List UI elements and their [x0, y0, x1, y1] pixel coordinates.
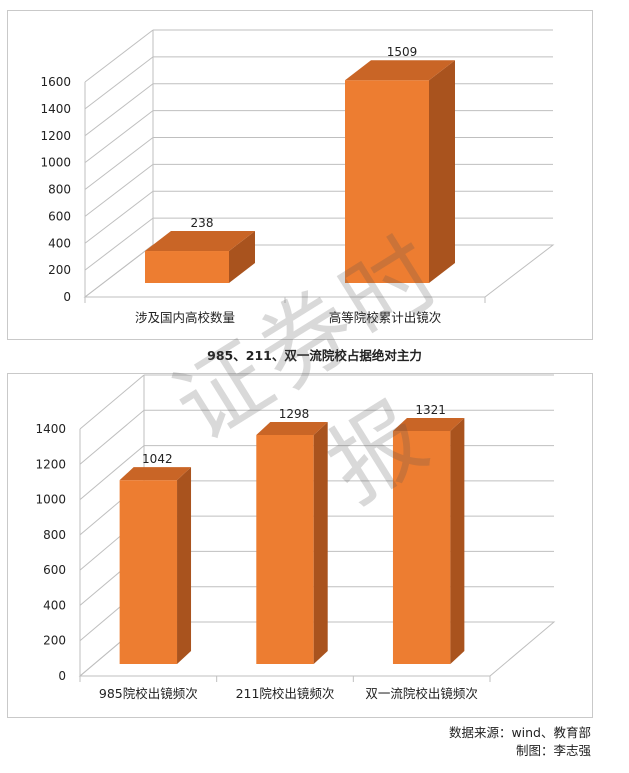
y-tick-label: 1200 [40, 129, 71, 143]
y-tick-label: 1000 [35, 493, 66, 507]
x-tick-label: 211院校出镜频次 [236, 686, 335, 701]
bar [392, 430, 451, 664]
bar [256, 434, 314, 664]
bar-side [177, 467, 192, 664]
data-label: 238 [191, 216, 214, 230]
grid-line [84, 163, 154, 217]
y-tick-label: 400 [43, 598, 66, 612]
chart-2-title: 985、211、双一流院校占据绝对主力 [207, 348, 422, 363]
data-label: 1042 [142, 452, 173, 466]
source-note: 数据来源：wind、教育部 制图：李志强 [449, 724, 591, 760]
bar-side [313, 421, 328, 664]
grid-line [84, 56, 154, 110]
bar [119, 480, 178, 664]
grid-line [84, 137, 154, 190]
bar-top [119, 467, 192, 481]
bar [145, 251, 229, 283]
y-tick-label: 800 [43, 528, 66, 542]
y-tick-label: 0 [58, 669, 66, 683]
y-tick-label: 600 [48, 209, 71, 223]
bar-top [256, 421, 328, 435]
y-tick-label: 800 [48, 183, 71, 197]
grid-line [79, 409, 145, 465]
x-tick-label: 985院校出镜频次 [99, 686, 198, 701]
grid-line [84, 110, 154, 164]
grid-line [84, 217, 154, 271]
bar-top [345, 60, 455, 81]
bar-side [229, 231, 255, 283]
data-label: 1509 [387, 45, 418, 59]
chart-1: 0 200 400 600 800 1000 1200 1400 1600 238 涉及国内高校数量… [40, 29, 555, 325]
bar-side [450, 417, 465, 664]
x-tick-label: 涉及国内高校数量 [135, 310, 235, 325]
source-line: 数据来源：wind、教育部 [448, 725, 591, 740]
data-label: 1321 [415, 403, 446, 417]
y-tick-label: 200 [43, 634, 66, 648]
grid-line [79, 445, 145, 500]
bar-side [429, 60, 455, 284]
author-line: 制图：李志强 [515, 743, 591, 758]
y-tick-label: 600 [43, 563, 66, 577]
chart-2: 0 200 400 600 800 1000 1200 1400 1042 985院校出镜频次 12… [35, 374, 556, 701]
grid-line [84, 190, 154, 244]
grid-line [84, 83, 154, 137]
grid-line [84, 29, 154, 83]
y-tick-label: 1400 [40, 102, 71, 116]
x-tick-label: 双一流院校出镜频次 [365, 686, 478, 701]
y-tick-label: 1000 [40, 156, 71, 170]
y-tick-label: 1400 [35, 422, 66, 436]
bar-top [392, 417, 465, 431]
y-tick-label: 1600 [40, 75, 71, 89]
x-tick-label: 高等院校累计出镜次 [329, 310, 442, 325]
data-label: 1298 [279, 407, 310, 421]
y-tick-label: 200 [48, 263, 71, 277]
y-tick-label: 0 [63, 290, 71, 304]
y-tick-label: 400 [48, 236, 71, 250]
y-tick-label: 1200 [35, 457, 66, 471]
bar [345, 80, 429, 284]
bar-top [145, 231, 255, 252]
grid-line [79, 374, 145, 430]
chart-floor [83, 244, 555, 298]
